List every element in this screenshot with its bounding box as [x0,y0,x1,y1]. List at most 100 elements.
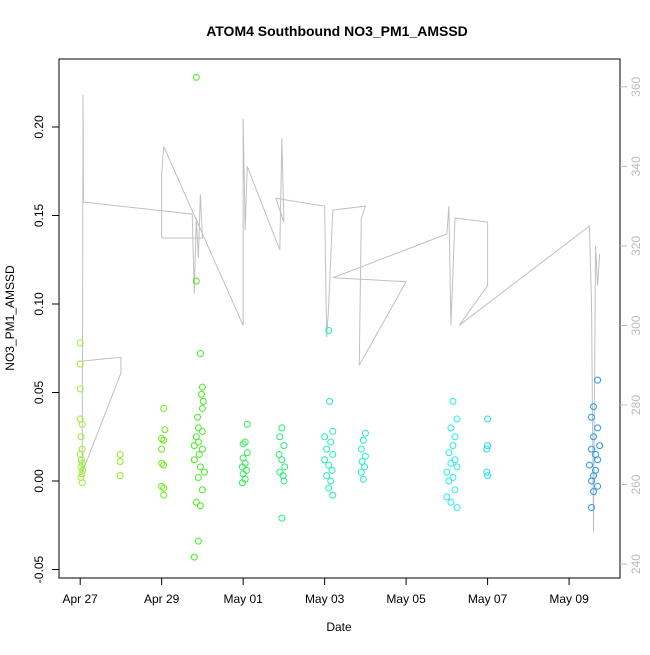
point [76,360,84,368]
point [239,440,247,448]
point [329,450,337,458]
point [453,415,461,423]
point [192,498,200,506]
point [190,553,198,561]
point [359,475,367,483]
point [587,413,595,421]
y2-tick-label: 360 [629,77,643,97]
point [76,339,84,347]
point [361,429,369,437]
point [192,73,200,81]
point [242,466,250,474]
point [161,426,169,434]
point [278,456,286,464]
point [357,468,365,476]
y-axis-label: NO3_PM1_AMSSD [3,265,17,371]
point [160,404,168,412]
x-tick-label: May 03 [305,592,345,606]
point [160,484,168,492]
point [327,438,335,446]
point [453,463,461,471]
point [451,456,459,464]
point [190,456,198,464]
point [596,442,604,450]
point [243,449,251,457]
point [276,433,284,441]
point [449,473,457,481]
point [594,376,602,384]
point [199,397,207,405]
point [587,504,595,512]
point [116,458,124,466]
y2-tick-label: 300 [629,315,643,335]
point [116,450,124,458]
point [198,390,206,398]
x-tick-label: May 07 [468,592,508,606]
point [451,486,459,494]
point [243,420,251,428]
point [192,277,200,285]
point [585,461,593,469]
point [158,435,166,443]
point [79,466,87,474]
point [158,459,166,467]
point [325,327,333,335]
x-tick-label: May 05 [386,592,426,606]
point [194,537,202,545]
point [484,442,492,450]
point [190,442,198,450]
point [483,468,491,476]
point [357,445,365,453]
point [445,477,453,485]
point [443,468,451,476]
point [329,427,337,435]
y-tick-label: 0.05 [32,380,46,404]
x-axis-label: Date [326,620,352,634]
point [195,450,203,458]
point [321,433,329,441]
point [447,498,455,506]
point [449,442,457,450]
point [594,456,602,464]
point [198,427,206,435]
point [280,442,288,450]
point [198,404,206,412]
point [196,463,204,471]
point [278,424,286,432]
point [281,463,289,471]
point [329,491,337,499]
point [198,383,206,391]
point [78,459,86,467]
point [484,415,492,423]
point [160,461,168,469]
point [328,466,336,474]
y-tick-label: 0.20 [32,115,46,139]
point [78,479,86,487]
y2-tick-label: 240 [629,554,643,574]
point [194,424,202,432]
point [325,461,333,469]
point [78,420,86,428]
point [587,445,595,453]
point [321,456,329,464]
point [483,445,491,453]
point [453,504,461,512]
point [194,473,202,481]
point [160,491,168,499]
point [158,445,166,453]
chart-title: ATOM4 Southbound NO3_PM1_AMSSD [206,23,468,39]
point [590,403,598,411]
y2-tick-label: 320 [629,236,643,256]
point [200,468,208,476]
point [594,424,602,432]
point [361,463,369,471]
point [238,479,246,487]
point [359,436,367,444]
point [198,486,206,494]
point [590,488,598,496]
point [77,433,85,441]
point [160,436,168,444]
point [323,472,331,480]
point [198,445,206,453]
